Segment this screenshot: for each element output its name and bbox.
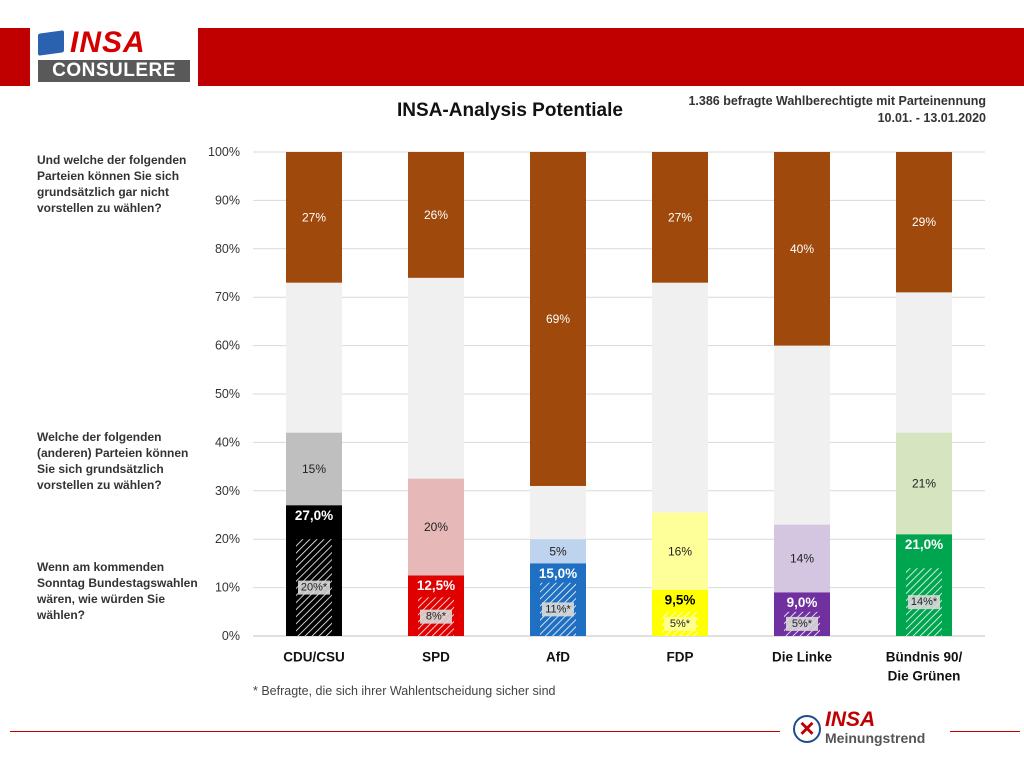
logo-consulere-text: CONSULERE [38, 60, 190, 82]
sure-voters-data-label: 14%* [911, 596, 938, 608]
y-tick-label: 80% [215, 242, 240, 256]
footnote: * Befragte, die sich ihrer Wahlentscheid… [253, 684, 556, 698]
vote-data-label: 15,0% [539, 566, 577, 581]
potential-data-label: 5% [549, 544, 567, 558]
question-potential: Welche der folgenden (anderen) Parteien … [37, 430, 189, 492]
sure-voters-data-label: 20%* [301, 582, 328, 594]
sure-voters-label-bg [664, 616, 696, 631]
x-category-label: Die Grünen [888, 669, 961, 684]
subtitle-dates: 10.01. - 13.01.2020 [877, 111, 986, 125]
potential-segment [774, 524, 830, 593]
x-category-label: AfD [546, 650, 570, 665]
sure-voters-data-label: 11%* [545, 603, 571, 615]
potential-segment [408, 478, 464, 576]
rejection-data-label: 27% [302, 210, 326, 224]
x-circle-icon: × [793, 715, 821, 743]
x-category-label: CDU/CSU [283, 650, 345, 665]
y-tick-label: 10% [215, 581, 240, 595]
sure-voters-label-bg [298, 580, 330, 595]
question-rejection: Und welche der folgenden Parteien können… [37, 153, 187, 215]
footer-divider-right [950, 731, 1020, 732]
vote-data-label: 21,0% [905, 537, 943, 552]
y-tick-label: 60% [215, 339, 240, 353]
chart-title: INSA-Analysis Potentiale [397, 100, 623, 121]
y-tick-label: 100% [208, 145, 240, 159]
footer-logo-insa: INSA [825, 708, 876, 731]
sure-voters-label-bg [786, 616, 818, 631]
y-tick-label: 30% [215, 484, 240, 498]
y-tick-label: 70% [215, 290, 240, 304]
sure-voters-label-bg [908, 595, 940, 610]
rejection-segment [896, 152, 952, 293]
x-category-label: Bündnis 90/ [886, 650, 963, 665]
x-category-label: Die Linke [772, 650, 833, 665]
rejection-segment [652, 152, 708, 283]
x-category-label: SPD [422, 650, 450, 665]
rejection-segment [408, 152, 464, 278]
question-vote: Wenn am kommenden Sonntag Bundestagswahl… [37, 560, 198, 622]
insa-meinungstrend-logo: × INSA Meinungstrend [793, 708, 949, 752]
insa-consulere-logo: INSA CONSULERE [30, 26, 198, 86]
rejection-segment [530, 152, 586, 486]
potential-segment [652, 512, 708, 591]
potential-data-label: 16% [668, 544, 692, 558]
y-tick-label: 90% [215, 193, 240, 207]
rejection-segment [774, 152, 830, 346]
y-tick-label: 20% [215, 532, 240, 546]
sure-voters-data-label: 5%* [792, 618, 813, 630]
vote-data-label: 27,0% [295, 508, 333, 523]
logo-insa-text: INSA [70, 26, 146, 59]
x-category-label: FDP [667, 650, 694, 665]
rejection-data-label: 29% [912, 215, 936, 229]
y-tick-label: 50% [215, 387, 240, 401]
sure-voters-data-label: 8%* [426, 611, 447, 623]
rejection-segment [286, 152, 342, 283]
vote-data-label: 9,0% [787, 595, 818, 610]
rejection-data-label: 26% [424, 208, 448, 222]
chart-subtitle: 1.386 befragte Wahlberechtigte mit Parte… [688, 93, 986, 127]
potential-data-label: 20% [424, 520, 448, 534]
potential-segment [530, 539, 586, 564]
sure-voters-data-label: 5%* [670, 618, 691, 630]
sure-voters-label-bg [542, 602, 574, 617]
rejection-data-label: 40% [790, 242, 814, 256]
potential-data-label: 14% [790, 552, 814, 566]
footer-divider-left [10, 731, 780, 732]
y-tick-label: 40% [215, 435, 240, 449]
footer-logo-meinungstrend: Meinungstrend [825, 730, 926, 746]
potential-data-label: 21% [912, 477, 936, 491]
potential-segment [896, 432, 952, 535]
sure-voters-label-bg [420, 609, 452, 624]
subtitle-sample: 1.386 befragte Wahlberechtigte mit Parte… [688, 94, 986, 108]
y-tick-label: 0% [222, 629, 240, 643]
vote-data-label: 12,5% [417, 578, 455, 593]
potential-data-label: 15% [302, 462, 326, 476]
vote-data-label: 9,5% [665, 593, 696, 608]
rejection-data-label: 27% [668, 210, 692, 224]
rejection-data-label: 69% [546, 312, 570, 326]
potential-segment [286, 432, 342, 506]
